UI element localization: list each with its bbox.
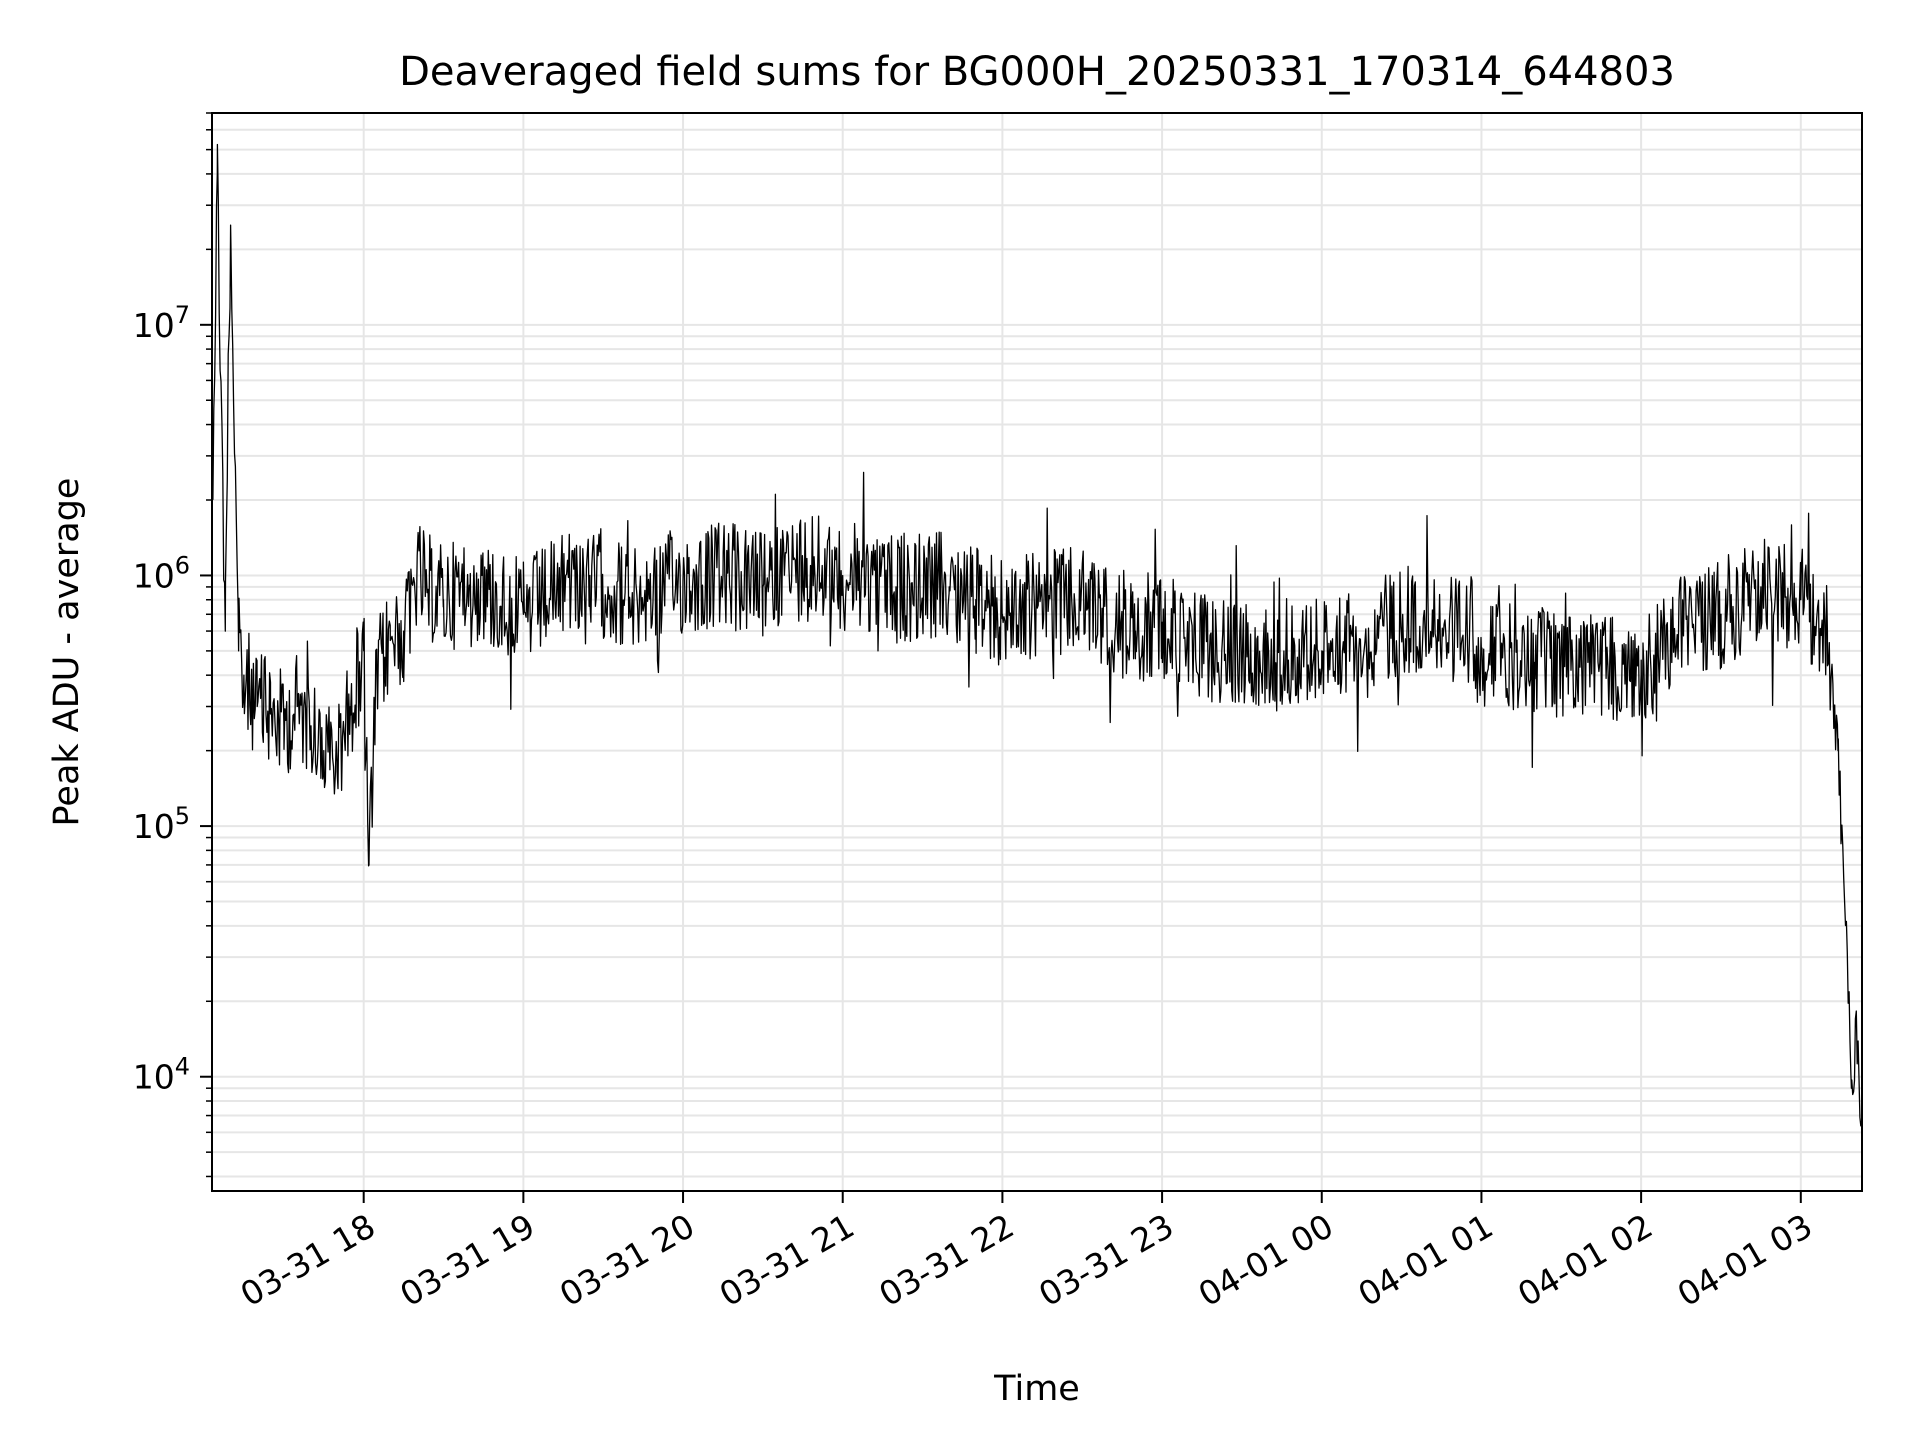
series-line xyxy=(211,143,1863,1133)
x-axis-label: Time xyxy=(993,1369,1080,1409)
y-tick-label: 106 xyxy=(133,551,190,595)
y-axis: 104 105 106 107 xyxy=(133,112,212,1178)
series-group xyxy=(211,143,1863,1133)
y-tick-label: 107 xyxy=(133,301,190,345)
y-tick-label: 104 xyxy=(133,1053,190,1097)
grid-lines xyxy=(212,112,1862,1191)
y-tick-label: 105 xyxy=(133,802,190,846)
y-axis-label: Peak ADU - average xyxy=(47,478,87,827)
chart-title: Deaveraged field sums for BG000H_2025033… xyxy=(399,49,1675,95)
plot-frame xyxy=(211,112,1863,1192)
